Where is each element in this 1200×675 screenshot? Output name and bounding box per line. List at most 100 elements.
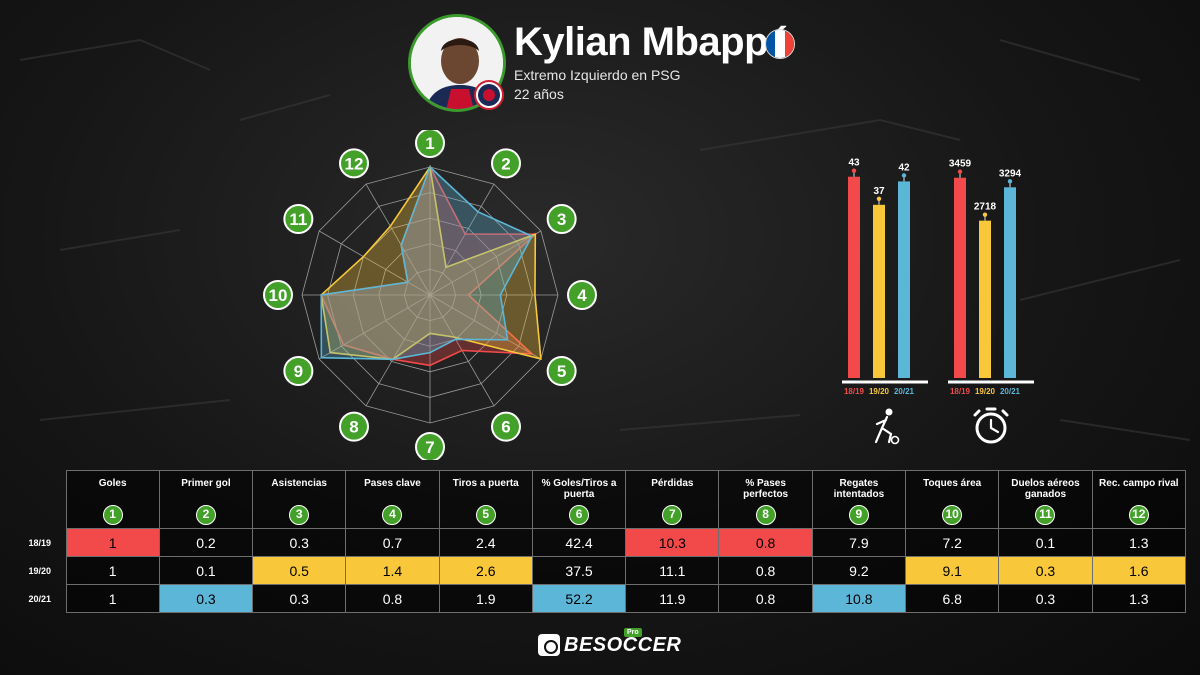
- column-header: Asistencias 3: [252, 470, 347, 529]
- player-age: 22 años: [514, 86, 564, 102]
- column-number-badge: 8: [755, 505, 776, 525]
- radar-badge-circle: [567, 280, 597, 310]
- radar-axis-label: 11: [289, 210, 307, 229]
- column-number-badge: 1: [102, 505, 123, 525]
- column-number-badge: 12: [1128, 505, 1149, 525]
- radar-badge-circle: [339, 148, 369, 179]
- radar-spoke: [318, 294, 431, 360]
- radar-badge-circle: [283, 204, 314, 234]
- radar-axis-label: 3: [557, 210, 566, 229]
- column-header: % Goles/Tiros a puerta 6: [531, 470, 627, 529]
- table-cell: 11.1: [625, 556, 720, 585]
- player-position: Extremo Izquierdo en PSG: [514, 67, 681, 83]
- radar-axis-label: 9: [294, 362, 303, 381]
- bar-pin-head: [876, 196, 882, 202]
- besoccer-logo: BESOCCER Pro: [538, 628, 682, 660]
- bar: [1004, 187, 1016, 378]
- radar-axis-badge-3: 3: [546, 204, 577, 234]
- radar-badge-circle: [546, 356, 577, 386]
- column-number-badge: 11: [1035, 505, 1056, 525]
- player-dribbling-icon: [874, 408, 900, 445]
- column-header-label: Regates intentados: [833, 478, 885, 500]
- table-cell: 0.5: [252, 556, 347, 585]
- player-name: Kylian Mbappé: [514, 20, 790, 64]
- radar-axis-badge-11: 11: [283, 204, 314, 234]
- bar-pin-head: [1007, 179, 1013, 184]
- radar-badge-circle: [415, 432, 445, 460]
- table-cell: 0.7: [345, 528, 440, 557]
- radar-axis-label: 4: [577, 286, 587, 305]
- player-avatar: [408, 14, 506, 112]
- column-header: % Pases perfectos 8: [718, 470, 813, 529]
- table-cell: 0.8: [718, 584, 813, 613]
- bar-category-label: 18/19: [950, 387, 971, 396]
- column-number-badge: 4: [382, 505, 403, 525]
- column-header-label: % Goles/Tiros a puerta: [541, 478, 617, 500]
- column-header: Primer gol 2: [158, 470, 254, 529]
- stats-table: Goles 1 Primer gol 2 Asistencias 3 Pases clave…: [14, 470, 1187, 613]
- radar-series-20-21: [320, 165, 534, 361]
- table-cell: 0.1: [158, 556, 254, 585]
- table-header-row: Goles 1 Primer gol 2 Asistencias 3 Pases clave…: [14, 470, 1187, 529]
- column-header: Pases clave 4: [345, 470, 440, 529]
- bar: [979, 220, 991, 378]
- table-cell: 1.9: [438, 584, 533, 613]
- bar-value-label: 3459: [949, 159, 972, 170]
- radar-axis-label: 2: [501, 154, 510, 173]
- besoccer-mark-icon: [538, 634, 560, 656]
- season-label: 19/20: [28, 565, 52, 576]
- column-header-label: Duelos aéreos ganados: [1011, 478, 1080, 500]
- table-cell: 0.8: [718, 528, 813, 557]
- column-header-label: Toques área: [923, 478, 982, 489]
- table-cell: 0.3: [998, 584, 1093, 613]
- column-header: Toques área 10: [905, 470, 1000, 529]
- column-header-label: Primer gol: [181, 478, 231, 489]
- table-corner: [14, 471, 66, 529]
- france-flag-icon: [765, 29, 795, 59]
- radar-axis-label: 8: [349, 418, 358, 437]
- table-cell: 11.9: [625, 584, 720, 613]
- brand-pro-tag: Pro: [624, 628, 642, 637]
- table-cell: 6.8: [905, 584, 1000, 613]
- table-cell: 7.2: [905, 528, 1000, 557]
- column-header: Rec. campo rival 12: [1091, 470, 1187, 529]
- column-number-badge: 9: [848, 505, 869, 525]
- column-header: Pérdidas 7: [625, 470, 720, 529]
- radar-axis-label: 12: [345, 154, 364, 173]
- radar-axis-badge-8: 8: [339, 411, 369, 442]
- table-cell: 0.3: [998, 556, 1093, 585]
- table-cell: 1: [65, 528, 160, 557]
- radar-spoke: [429, 230, 542, 296]
- radar-badge-circle: [283, 356, 314, 386]
- column-header-label: Tiros a puerta: [452, 478, 519, 489]
- bar-category-label: 20/21: [1000, 387, 1021, 396]
- bar-value-label: 2718: [974, 202, 997, 213]
- radar-spoke: [318, 230, 431, 296]
- table-cell: 9.1: [905, 556, 1000, 585]
- bar-value-label: 3294: [999, 168, 1022, 179]
- bar-chart-appearances: 43 18/19 37 19/20 42 20/21: [842, 158, 928, 445]
- radar-axis-label: 10: [269, 286, 288, 305]
- column-header-label: % Pases perfectos: [743, 478, 789, 500]
- table-cell: 1.4: [345, 556, 440, 585]
- radar-axis-label: 6: [501, 418, 510, 437]
- column-header: Goles 1: [65, 470, 160, 529]
- radar-badge-circle: [491, 148, 521, 179]
- column-header: Duelos aéreos ganados 11: [998, 470, 1093, 529]
- table-cell: 0.3: [252, 528, 347, 557]
- bar-pin-head: [901, 173, 907, 178]
- radar-badge-circle: [415, 130, 445, 158]
- radar-spoke: [365, 294, 431, 407]
- brand-name: BESOCCER: [564, 633, 682, 656]
- bar-category-label: 19/20: [869, 387, 890, 396]
- column-number-badge: 7: [662, 505, 683, 525]
- table-row: 18/19 1 0.2 0.3 0.7 2.4 42.4 10.3 0.8 7.9 7.2 0.1 1.…: [14, 528, 1187, 557]
- column-header-label: Asistencias: [271, 478, 327, 489]
- radar-badge-circle: [546, 204, 577, 234]
- bar: [954, 177, 966, 378]
- column-header-label: Rec. campo rival: [1099, 478, 1179, 489]
- table-cell: 42.4: [531, 528, 627, 557]
- column-header-label: Pérdidas: [651, 478, 694, 489]
- table-cell: 52.2: [531, 584, 627, 613]
